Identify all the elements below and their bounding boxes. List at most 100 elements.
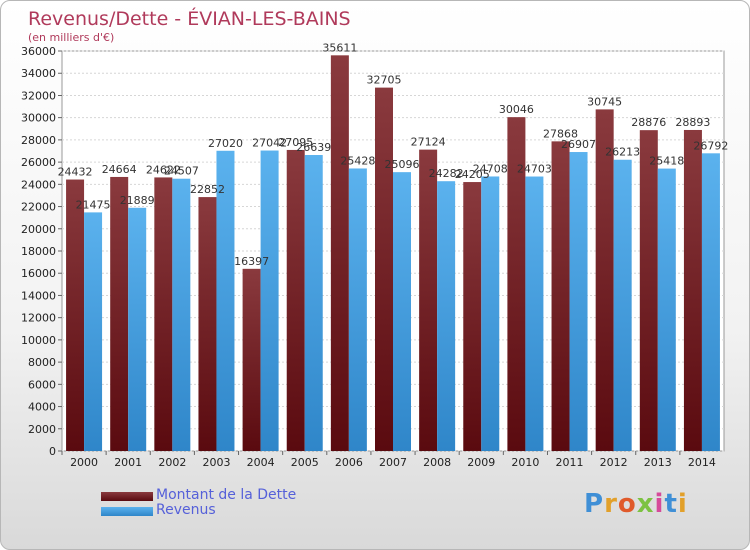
x-tick-label: 2008 [423,456,451,469]
logo-letter: o [617,489,637,519]
revenue-bar [569,152,588,452]
debt-bar [330,55,349,451]
y-tick-label: 4000 [28,401,56,414]
y-tick-label: 32000 [21,89,56,102]
debt-value-label: 24205 [455,168,490,181]
proxiti-logo: Proxiti [584,489,688,519]
logo-letter: i [677,489,688,519]
debt-value-label: 24664 [102,163,137,176]
y-tick-label: 2000 [28,423,56,436]
y-tick-label: 26000 [21,156,56,169]
revenue-bar [260,150,279,452]
logo-letter: x [636,489,655,519]
revenue-value-label: 26213 [605,146,640,159]
x-tick-label: 2011 [556,456,584,469]
debt-value-label: 24622 [146,163,181,176]
debt-bar [419,149,438,451]
logo-letter: r [604,489,618,519]
y-tick-label: 24000 [21,178,56,191]
debt-value-label: 27124 [411,136,446,149]
x-tick-label: 2007 [379,456,407,469]
debt-value-label: 30745 [587,95,622,108]
debt-bar [463,182,482,452]
revenue-bar [525,176,544,451]
revenue-value-label: 24282 [429,167,464,180]
y-tick-label: 22000 [21,201,56,214]
debt-value-label: 35611 [322,41,357,54]
revenue-value-label: 27020 [208,137,243,150]
bars [66,55,720,452]
debt-value-label: 24432 [58,166,93,179]
y-axis-ticks: 0 2000 4000 6000 8000 10000 12000 14000 16000 180… [21,45,62,458]
debt-value-label: 16397 [234,255,269,268]
y-tick-label: 28000 [21,134,56,147]
y-tick-label: 34000 [21,67,56,80]
logo-letter: P [584,489,605,519]
debt-value-label: 27095 [278,136,313,149]
debt-value-label: 28876 [631,116,666,129]
debt-bar [286,149,305,451]
x-tick-label: 2003 [202,456,230,469]
x-tick-label: 2005 [291,456,319,469]
y-tick-label: 14000 [21,289,56,302]
debt-bar [242,268,261,451]
x-tick-label: 2014 [688,456,716,469]
debt-value-label: 27868 [543,127,578,140]
revenue-value-label: 25428 [340,154,375,167]
legend-swatch-debt [101,492,153,501]
revenue-value-label: 26639 [296,141,331,154]
x-tick-label: 2013 [644,456,672,469]
x-tick-label: 2001 [114,456,142,469]
revenue-bar [84,212,103,451]
revenue-value-label: 25096 [385,158,420,171]
y-tick-label: 0 [49,445,56,458]
x-tick-label: 2002 [158,456,186,469]
logo-letter: i [654,489,665,519]
legend-swatch-revenue [101,507,153,516]
revenue-bar [437,181,456,451]
y-tick-label: 6000 [28,378,56,391]
debt-bar [639,130,658,451]
revenue-value-label: 24703 [517,163,552,176]
revenue-value-label: 26907 [561,138,596,151]
y-tick-label: 16000 [21,267,56,280]
x-tick-label: 2012 [600,456,628,469]
legend-label-debt: Montant de la Dette [156,487,297,503]
revenue-bar [657,168,676,452]
revenue-value-label: 25418 [649,155,684,168]
revenue-bar [348,168,367,451]
revenue-value-label: 26792 [693,139,728,152]
logo-letter: t [664,489,678,519]
x-axis-ticks: 2000 2001 2002 2003 2004 2005 2006 2007 2008 2009… [61,451,716,469]
debt-value-label: 28893 [675,116,710,129]
revenue-value-label: 27042 [252,137,287,150]
y-tick-label: 30000 [21,112,56,125]
debt-value-label: 30046 [499,103,534,116]
revenue-bar [216,150,235,451]
revenue-bar [172,178,191,451]
chart-title: Revenus/Dette - ÉVIAN-LES-BAINS [28,8,351,30]
y-tick-label: 12000 [21,312,56,325]
x-tick-label: 2004 [247,456,275,469]
revenue-bar [481,176,500,451]
debt-bar [198,197,217,451]
revenue-bar [128,207,147,451]
y-tick-label: 36000 [21,45,56,58]
x-tick-label: 2009 [467,456,495,469]
revenue-bar [304,155,323,451]
revenue-value-label: 21475 [76,198,111,211]
debt-bar [375,87,393,451]
revenue-bar [393,172,411,451]
debt-bar [110,176,129,451]
debt-bar [66,179,85,452]
revenue-value-label: 24708 [473,162,508,175]
debt-bar [154,177,173,451]
revenue-bar [701,153,720,452]
revenue-value-label: 24507 [164,165,199,178]
chart-subtitle: (en milliers d'€) [28,31,115,44]
debt-bar [551,141,570,451]
debt-value-label: 32705 [367,74,402,87]
